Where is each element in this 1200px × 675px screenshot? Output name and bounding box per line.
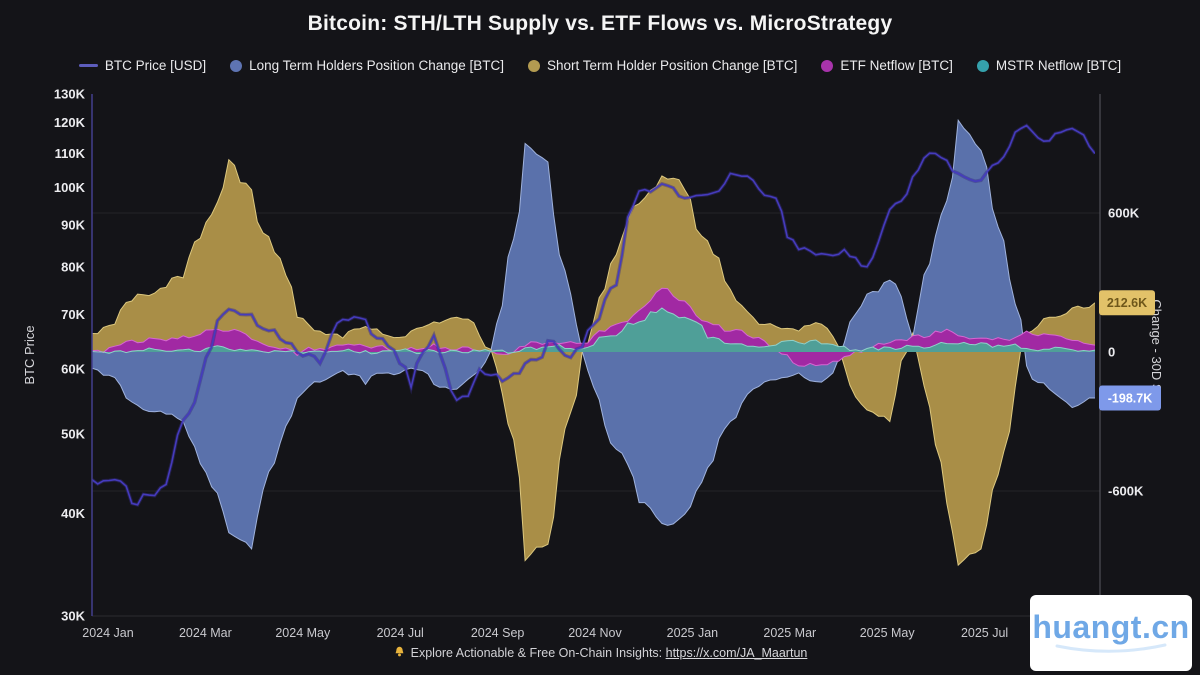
legend-marker-btc-price-icon <box>78 64 98 67</box>
legend-item-etf[interactable]: ETF Netflow [BTC] <box>821 58 953 73</box>
legend-marker-lth-icon <box>230 59 243 72</box>
legend-label: ETF Netflow [BTC] <box>840 58 953 73</box>
area-edge-sth <box>92 158 1095 567</box>
right-axis-tick-label: 600K <box>1108 206 1140 221</box>
page-title: Bitcoin: STH/LTH Supply vs. ETF Flows vs… <box>307 12 893 35</box>
x-axis-tick-label: 2025 Jul <box>961 626 1008 640</box>
legend-label: Short Term Holder Position Change [BTC] <box>547 58 798 73</box>
legend-item-mstr[interactable]: MSTR Netflow [BTC] <box>976 58 1122 73</box>
right-axis-title: Change - 30D Sum <box>1149 299 1164 410</box>
watermark-text: huangt.cn <box>1032 609 1190 645</box>
legend-marker-etf-icon <box>821 59 834 72</box>
x-axis-tick-label: 2024 Sep <box>471 626 525 640</box>
right-axis-tick-label: 0 <box>1108 345 1115 360</box>
legend: BTC Price [USD] Long Term Holders Positio… <box>0 58 1200 73</box>
legend-label: Long Term Holders Position Change [BTC] <box>249 58 504 73</box>
last-value-badge-text-lth: -198.7K <box>1108 392 1152 406</box>
area-mstr <box>92 308 1095 354</box>
btc-price-line <box>92 124 1095 506</box>
last-value-badge-lth <box>1099 385 1161 411</box>
footer-link[interactable]: https://x.com/JA_Maartun <box>665 646 808 660</box>
area-etf <box>92 288 1095 367</box>
legend-item-sth[interactable]: Short Term Holder Position Change [BTC] <box>528 58 797 73</box>
watermark-swoosh-icon <box>1055 643 1167 653</box>
left-axis-tick-label: 90K <box>61 217 85 232</box>
bell-icon <box>393 645 406 662</box>
x-axis-tick-label: 2024 Mar <box>179 626 232 640</box>
left-axis-tick-label: 40K <box>61 506 85 521</box>
x-axis-tick-label: 2025 Jan <box>667 626 718 640</box>
area-edge-etf <box>92 287 1095 367</box>
x-axis-tick-label: 2025 Mar <box>763 626 816 640</box>
last-value-badge-text-sth: 212.6K <box>1107 296 1147 310</box>
left-axis-title: BTC Price <box>22 325 37 384</box>
legend-label: MSTR Netflow [BTC] <box>995 58 1122 73</box>
left-axis-tick-label: 110K <box>55 146 86 161</box>
left-axis-tick-label: 60K <box>61 362 85 377</box>
area-edge-mstr <box>92 307 1095 355</box>
legend-label: BTC Price [USD] <box>104 58 207 73</box>
legend-marker-mstr-icon <box>976 59 989 72</box>
x-axis-tick-label: 2025 May <box>860 626 916 640</box>
legend-item-lth[interactable]: Long Term Holders Position Change [BTC] <box>230 58 504 73</box>
area-edge-lth <box>92 118 1095 551</box>
x-axis-tick-label: 2024 Jan <box>82 626 133 640</box>
left-axis-tick-label: 50K <box>61 427 85 442</box>
area-sth <box>92 159 1095 566</box>
area-lth <box>92 120 1095 549</box>
footer-text: Explore Actionable & Free On-Chain Insig… <box>410 646 666 660</box>
x-axis-tick-label: 2024 May <box>275 626 331 640</box>
left-axis-tick-label: 30K <box>61 609 85 624</box>
left-axis-tick-label: 130K <box>54 87 86 102</box>
right-axis-tick-label: -600K <box>1108 484 1144 499</box>
footer-note: Explore Actionable & Free On-Chain Insig… <box>0 645 1200 662</box>
legend-marker-sth-icon <box>528 59 540 72</box>
left-axis-tick-label: 100K <box>54 180 86 195</box>
watermark-badge: huangt.cn <box>1030 595 1192 671</box>
last-value-badge-sth <box>1099 290 1155 316</box>
left-axis-tick-label: 80K <box>61 259 85 274</box>
left-axis-tick-label: 70K <box>61 307 85 322</box>
legend-item-btc-price[interactable]: BTC Price [USD] <box>78 58 207 73</box>
x-axis-tick-label: 2024 Jul <box>377 626 424 640</box>
x-axis-tick-label: 2024 Nov <box>568 626 622 640</box>
left-axis-tick-label: 120K <box>54 115 86 130</box>
